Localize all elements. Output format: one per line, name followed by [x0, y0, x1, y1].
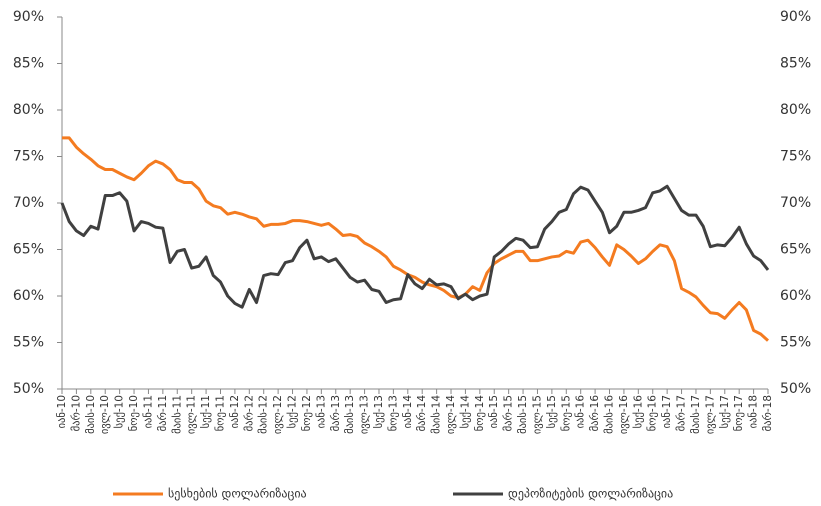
legend-label: დეპოზიტების დოლარიზაცია	[508, 487, 673, 501]
y-tick-label: 80%	[13, 102, 44, 118]
x-tick-label: სექ-15	[546, 395, 558, 428]
x-tick-label: სექ-11	[200, 395, 212, 428]
y2-tick-label: 70%	[780, 195, 811, 211]
x-tick-label: მარ-10	[70, 395, 82, 431]
x-tick-label: იან-12	[229, 395, 241, 428]
x-tick-label: მაის-12	[258, 395, 270, 434]
x-tick-label: ივლ-10	[99, 395, 111, 434]
x-tick-label: ნოე-16	[647, 395, 659, 432]
x-tick-label: სექ-16	[632, 395, 644, 429]
x-tick-label: იან-18	[748, 395, 760, 428]
y-tick-label: 50%	[13, 381, 44, 397]
y2-tick-label: 65%	[780, 242, 811, 258]
y-tick-label: 75%	[13, 149, 44, 165]
x-tick-label: სექ-12	[287, 395, 299, 428]
x-tick-label: მარ-13	[330, 395, 342, 431]
x-tick-label: ნოე-10	[128, 395, 140, 431]
x-tick-label: ივლ-17	[704, 395, 716, 434]
y-tick-label: 60%	[13, 288, 44, 304]
x-tick-label: მაის-17	[690, 395, 702, 434]
x-tick-label: ნოე-14	[474, 395, 486, 432]
x-tick-label: ივლ-16	[618, 395, 630, 434]
x-tick-label: სექ-14	[459, 395, 471, 429]
x-tick-label: მარ-18	[762, 395, 774, 431]
y2-tick-label: 60%	[780, 288, 811, 304]
x-tick-label: იან-14	[402, 395, 414, 429]
x-tick-label: მარ-14	[416, 395, 428, 432]
x-tick-label: ნოე-17	[733, 395, 745, 431]
x-tick-label: იან-10	[56, 395, 68, 428]
y2-tick-label: 85%	[780, 56, 811, 72]
y-tick-label: 90%	[13, 9, 44, 25]
y-tick-label: 70%	[13, 195, 44, 211]
x-tick-label: მაის-15	[517, 395, 529, 434]
y2-tick-label: 90%	[780, 9, 811, 25]
series-line	[62, 136, 770, 342]
x-tick-label: მარ-12	[243, 395, 255, 431]
x-tick-label: სექ-13	[373, 395, 385, 428]
x-tick-label: იან-15	[488, 395, 500, 428]
y-tick-label: 65%	[13, 242, 44, 258]
x-tick-label: მაის-14	[431, 395, 443, 434]
x-tick-label: იან-16	[575, 395, 587, 429]
y-tick-label: 85%	[13, 56, 44, 72]
x-tick-label: იან-17	[661, 395, 673, 428]
x-tick-label: მაის-11	[171, 395, 183, 434]
x-tick-label: ივლ-15	[531, 395, 543, 434]
x-tick-label: ნოე-12	[301, 395, 313, 431]
x-tick-label: ნოე-11	[214, 395, 226, 431]
x-tick-label: მაის-13	[344, 395, 356, 434]
x-tick-label: მაის-10	[85, 395, 97, 434]
series-line	[60, 184, 770, 309]
y2-tick-label: 75%	[780, 149, 811, 165]
y-tick-label: 55%	[13, 335, 44, 351]
legend-label: სესხების დოლარიზაცია	[168, 487, 307, 501]
x-tick-label: იან-13	[315, 395, 327, 428]
x-tick-label: ივლ-12	[272, 395, 284, 434]
x-tick-label: მარ-15	[503, 395, 515, 431]
x-tick-label: ნოე-15	[560, 395, 572, 431]
x-tick-label: მარ-11	[157, 395, 169, 431]
x-tick-label: იან-11	[142, 395, 154, 428]
x-tick-label: მარ-17	[676, 395, 688, 431]
x-tick-label: სექ-17	[719, 395, 731, 428]
x-tick-label: ივლ-11	[186, 395, 198, 434]
x-tick-label: ივლ-13	[359, 395, 371, 434]
y2-tick-label: 50%	[780, 381, 811, 397]
x-tick-label: სექ-10	[114, 395, 126, 428]
y2-tick-label: 55%	[780, 335, 811, 351]
x-tick-label: ნოე-13	[387, 395, 399, 431]
x-tick-label: მაის-16	[604, 395, 616, 434]
y2-tick-label: 80%	[780, 102, 811, 118]
x-tick-label: ივლ-14	[445, 395, 457, 434]
x-tick-label: მარ-16	[589, 395, 601, 432]
